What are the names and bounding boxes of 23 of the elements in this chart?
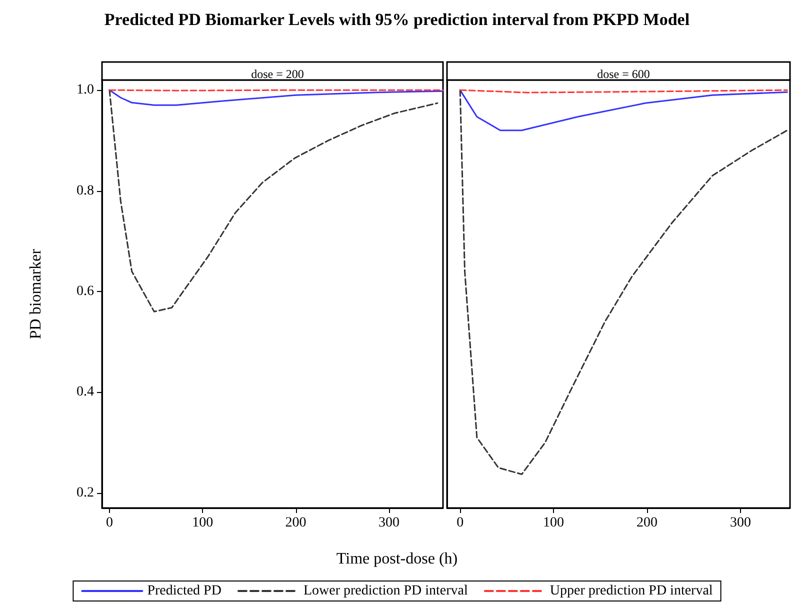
legend-label: Lower prediction PD interval — [303, 584, 468, 598]
legend-label: Upper prediction PD interval — [550, 584, 713, 598]
y-axis-title: PD biomarker — [28, 248, 44, 340]
y-tick-label: 0.2 — [76, 485, 94, 500]
x-tick-label: 0 — [106, 516, 113, 530]
x-tick-label: 200 — [636, 516, 658, 530]
chart-title: Predicted PD Biomarker Levels with 95% prediction interval from PKPD Model — [104, 10, 690, 29]
x-tick-label: 200 — [285, 516, 306, 530]
x-axis-title: Time post-dose (h) — [336, 550, 458, 568]
x-tick-label: 300 — [730, 516, 751, 530]
x-tick-label: 100 — [543, 516, 564, 530]
line-series — [108, 89, 444, 106]
x-tick-label: 300 — [378, 516, 400, 530]
x-tick-label: 100 — [192, 516, 214, 530]
chart-subtitle: dose = 200 — [251, 67, 304, 81]
x-tick-label: 0 — [456, 516, 464, 530]
y-tick-label: 1.0 — [76, 82, 94, 98]
chart-subtitle: dose = 600 — [597, 67, 650, 81]
line-series — [108, 89, 438, 312]
y-tick-label: 0.4 — [76, 384, 94, 400]
legend-label: Predicted PD — [147, 584, 222, 598]
y-tick-label: 0.8 — [76, 183, 94, 198]
y-tick-label: 0.6 — [76, 284, 94, 299]
